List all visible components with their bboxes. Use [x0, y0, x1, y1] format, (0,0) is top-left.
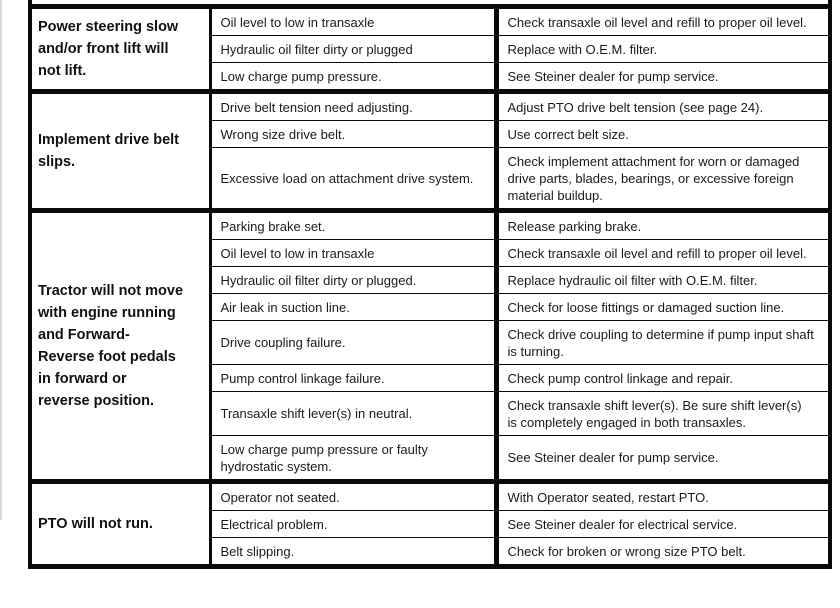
- table-row: Electrical problem. See Steiner dealer fo…: [30, 510, 830, 538]
- cause-cell: Drive coupling failure.: [208, 320, 496, 365]
- cause-cell: Low charge pump pressure.: [208, 62, 496, 92]
- table-row: Transaxle shift lever(s) in neutral. Chec…: [30, 391, 830, 436]
- cause-cell: Hydraulic oil filter dirty or plugged: [208, 35, 496, 63]
- table-row: Tractor will not move with engine runnin…: [30, 210, 830, 409]
- cause-cell: Low charge pump pressure or faulty hydro…: [208, 435, 496, 482]
- scan-edge-artifact: [0, 0, 2, 520]
- cause-cell: Oil level to low in transaxle: [208, 6, 496, 36]
- problem-text: Implement drive belt slips.: [38, 132, 180, 170]
- table-row: Wrong size drive belt. Use correct belt s…: [30, 120, 830, 148]
- troubleshooting-table: Power steering slow and/or front lift wi…: [28, 0, 832, 569]
- problem-cell: Implement drive belt slips.: [30, 92, 210, 211]
- remedy-cell: Release parking brake.: [493, 210, 830, 240]
- cause-cell: Oil level to low in transaxle: [208, 239, 496, 267]
- remedy-cell: With Operator seated, restart PTO.: [493, 481, 830, 511]
- cause-cell: Transaxle shift lever(s) in neutral.: [208, 391, 496, 436]
- problem-section: Tractor will not move with engine runnin…: [30, 210, 830, 482]
- cause-cell: Air leak in suction line.: [208, 293, 496, 321]
- remedy-cell: Check pump control linkage and repair.: [493, 364, 830, 392]
- remedy-cell: Check for loose fittings or damaged suct…: [493, 293, 830, 321]
- problem-section: PTO will not run. Operator not seated. Wit…: [30, 481, 830, 567]
- table-row: Belt slipping. Check for broken or wrong …: [30, 537, 830, 567]
- remedy-cell: Check for broken or wrong size PTO belt.: [493, 537, 830, 567]
- cause-cell: Pump control linkage failure.: [208, 364, 496, 392]
- remedy-cell: Adjust PTO drive belt tension (see page …: [493, 91, 830, 121]
- remedy-cell: See Steiner dealer for pump service.: [493, 62, 830, 92]
- remedy-cell: Check transaxle shift lever(s). Be sure …: [493, 391, 830, 436]
- remedy-cell: Use correct belt size.: [493, 120, 830, 148]
- cause-cell: Excessive load on attachment drive syste…: [208, 147, 496, 211]
- remedy-cell: Replace hydraulic oil filter with O.E.M.…: [493, 266, 830, 294]
- table-row: Pump control linkage failure. Check pump …: [30, 364, 830, 392]
- remedy-cell: Check transaxle oil level and refill to …: [493, 6, 830, 36]
- remedy-cell: Check implement attachment for worn or d…: [493, 147, 830, 211]
- problem-cell: PTO will not run.: [30, 482, 210, 567]
- remedy-cell: See Steiner dealer for pump service.: [493, 435, 830, 482]
- table-row: Drive coupling failure. Check drive coupl…: [30, 320, 830, 365]
- table-row: Low charge pump pressure. See Steiner dea…: [30, 62, 830, 92]
- remedy-cell: See Steiner dealer for electrical servic…: [493, 510, 830, 538]
- problem-cell: Power steering slow and/or front lift wi…: [30, 7, 210, 92]
- remedy-cell: Check transaxle oil level and refill to …: [493, 239, 830, 267]
- table-row: Low charge pump pressure or faulty hydro…: [30, 435, 830, 482]
- cause-cell: Drive belt tension need adjusting.: [208, 91, 496, 121]
- table-row: Oil level to low in transaxle Check trans…: [30, 239, 830, 267]
- cause-cell: Wrong size drive belt.: [208, 120, 496, 148]
- cause-cell: Electrical problem.: [208, 510, 496, 538]
- table-row: Hydraulic oil filter dirty or plugged Rep…: [30, 35, 830, 63]
- cause-cell: Belt slipping.: [208, 537, 496, 567]
- problem-cell: Tractor will not move with engine runnin…: [30, 211, 210, 482]
- cause-cell: Operator not seated.: [208, 481, 496, 511]
- remedy-cell: Replace with O.E.M. filter.: [493, 35, 830, 63]
- problem-text: Power steering slow and/or front lift wi…: [38, 19, 179, 79]
- problem-text: Tractor will not move with engine runnin…: [38, 283, 184, 409]
- table-row: PTO will not run. Operator not seated. Wit…: [30, 481, 830, 532]
- table-row: Implement drive belt slips. Drive belt te…: [30, 91, 830, 170]
- cause-cell: Hydraulic oil filter dirty or plugged.: [208, 266, 496, 294]
- problem-text: PTO will not run.: [38, 516, 153, 532]
- table-row: Power steering slow and/or front lift wi…: [30, 6, 830, 79]
- table-row: Hydraulic oil filter dirty or plugged. Re…: [30, 266, 830, 294]
- table-row: Excessive load on attachment drive syste…: [30, 147, 830, 211]
- remedy-cell: Check drive coupling to determine if pum…: [493, 320, 830, 365]
- table-row: Air leak in suction line. Check for loose…: [30, 293, 830, 321]
- cause-cell: Parking brake set.: [208, 210, 496, 240]
- problem-section: Power steering slow and/or front lift wi…: [30, 6, 830, 92]
- problem-section: Implement drive belt slips. Drive belt te…: [30, 91, 830, 211]
